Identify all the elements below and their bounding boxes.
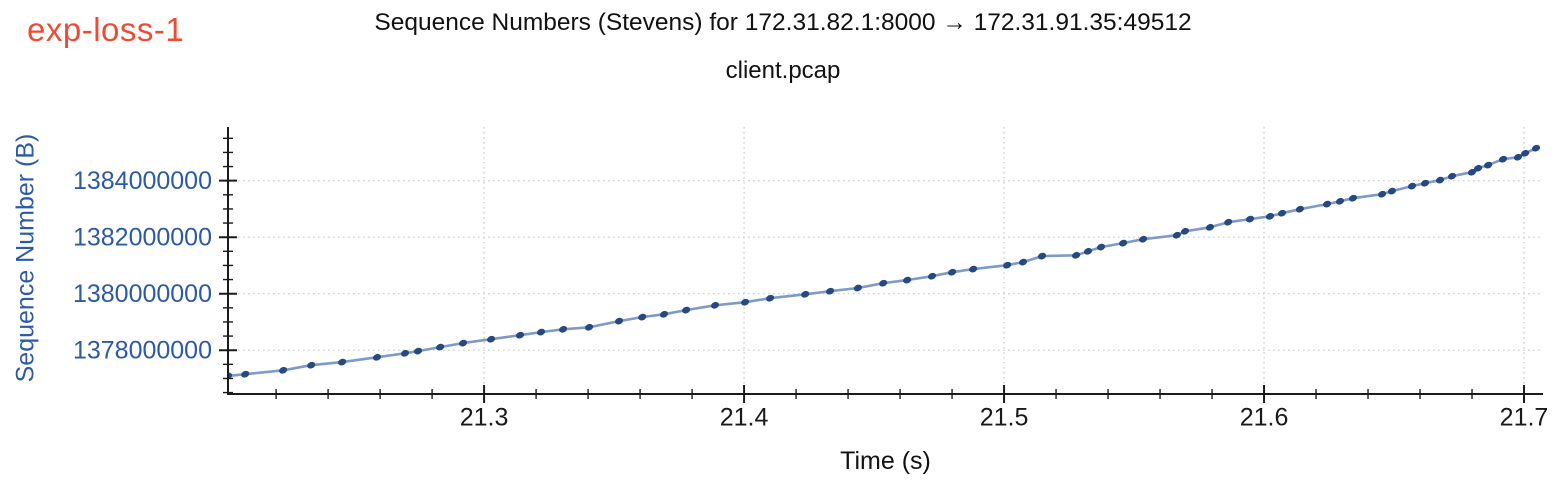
data-point [710,301,720,309]
data-point [1521,149,1530,157]
data-point [826,287,835,295]
data-point [682,306,691,314]
data-point [1096,243,1106,251]
x-tick-label: 21.5 [980,404,1029,432]
x-tick-label: 21.3 [460,404,509,432]
data-point [400,349,410,357]
y-tick-label: 1378000000 [73,337,212,365]
data-point [1139,235,1148,243]
data-point [559,325,568,333]
data-point [1295,205,1304,213]
y-axis-label: Sequence Number (B) [11,133,40,383]
data-point [1531,144,1541,152]
data-point [1265,212,1275,220]
data-point [638,313,647,321]
data-point [1180,227,1190,235]
data-point [1003,261,1012,269]
data-point [1348,194,1358,202]
data-point [614,317,624,325]
data-point [1172,231,1181,239]
data-point [413,347,423,355]
data-point [372,353,382,361]
chart-subtitle: client.pcap [725,57,841,84]
data-point [1205,223,1215,231]
data-point [1420,179,1430,187]
data-point [1224,218,1233,226]
data-point [1473,164,1483,172]
data-point [801,290,810,298]
data-point [1335,197,1345,205]
data-point [1435,176,1445,184]
data-point [1378,190,1387,198]
data-point [1513,153,1523,161]
data-point [436,343,445,351]
data-point [1447,172,1457,180]
y-tick-label: 1384000000 [73,167,212,195]
x-tick-label: 21.4 [720,404,769,432]
data-point [515,331,525,339]
data-point [338,358,347,366]
data-point [903,276,912,284]
data-point [487,335,496,343]
data-point [585,323,594,331]
data-point [1119,239,1128,247]
data-point [969,265,978,273]
data-point [1484,161,1493,169]
data-point [948,268,957,276]
data-point [879,279,888,287]
data-point [307,361,316,369]
data-point [536,328,546,336]
series-line [228,147,1537,378]
data-point [853,284,862,292]
data-point [1322,200,1332,208]
data-point [1498,155,1508,163]
x-tick-label: 21.6 [1240,404,1289,432]
y-tick-label: 1380000000 [73,280,212,308]
data-point [659,310,669,318]
data-point [458,339,468,347]
data-point [1467,168,1477,176]
data-point [1277,209,1287,217]
data-point [1072,251,1081,259]
data-point [741,298,750,306]
data-point [1018,258,1028,266]
data-point [1387,187,1396,195]
y-tick-label: 1382000000 [73,224,212,252]
data-point [1037,252,1047,260]
data-point [1407,182,1417,190]
data-point [1245,215,1255,223]
x-axis-label: Time (s) [840,447,931,475]
data-point [241,370,250,378]
data-point [927,272,937,280]
data-point [228,372,233,380]
data-series [228,144,1541,380]
chart-title: Sequence Numbers (Stevens) for 172.31.82… [374,9,1192,36]
experiment-badge: exp-loss-1 [27,11,185,48]
x-tick-label: 21.7 [1500,404,1549,432]
data-point [766,294,775,302]
data-point [1083,247,1093,255]
data-point [279,366,288,374]
